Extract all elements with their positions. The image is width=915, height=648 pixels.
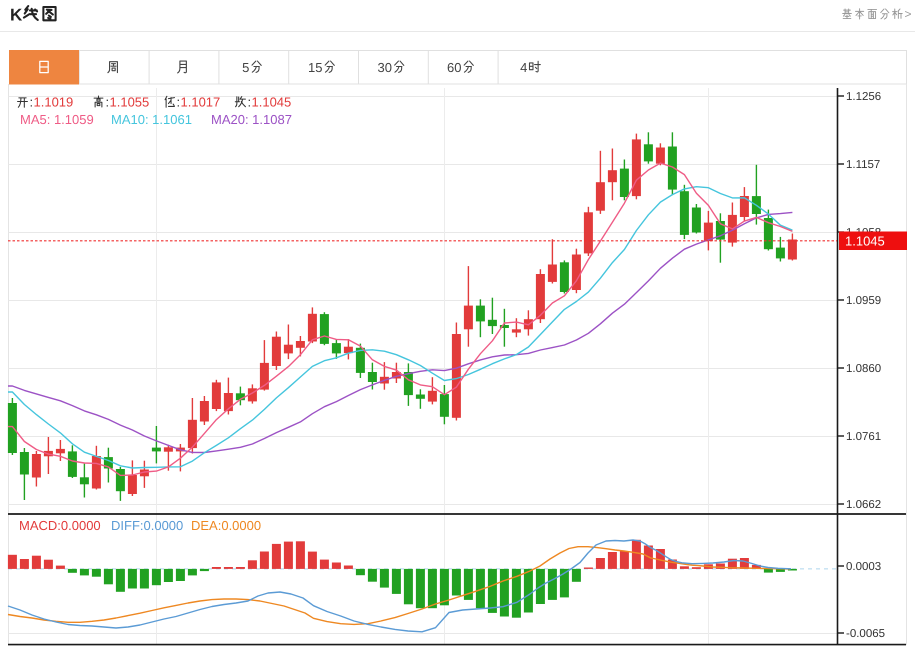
svg-text::: : bbox=[177, 95, 181, 110]
svg-text:1.0761: 1.0761 bbox=[846, 431, 881, 443]
svg-text:0.0003: 0.0003 bbox=[846, 561, 881, 573]
svg-text:DIFF:0.0000: DIFF:0.0000 bbox=[111, 518, 183, 533]
svg-text:MA20: 1.1087: MA20: 1.1087 bbox=[211, 112, 292, 127]
svg-text:4: 4 bbox=[520, 60, 527, 75]
svg-text:1.0860: 1.0860 bbox=[846, 363, 881, 375]
svg-text:1.0662: 1.0662 bbox=[846, 499, 881, 511]
svg-text:K: K bbox=[10, 6, 23, 25]
svg-text::: : bbox=[248, 95, 252, 110]
svg-text:>: > bbox=[905, 7, 912, 21]
svg-text:60: 60 bbox=[447, 60, 461, 75]
svg-text:1.1017: 1.1017 bbox=[181, 95, 221, 110]
svg-text:1.1045: 1.1045 bbox=[845, 234, 885, 249]
svg-text:MA10: 1.1061: MA10: 1.1061 bbox=[111, 112, 192, 127]
svg-text:MACD:0.0000: MACD:0.0000 bbox=[19, 518, 101, 533]
svg-text:MA5: 1.1059: MA5: 1.1059 bbox=[20, 112, 94, 127]
svg-text:DEA:0.0000: DEA:0.0000 bbox=[191, 518, 261, 533]
svg-text:1.1157: 1.1157 bbox=[846, 159, 880, 171]
svg-text:30: 30 bbox=[378, 60, 392, 75]
svg-text:1.1055: 1.1055 bbox=[110, 95, 150, 110]
svg-text::: : bbox=[30, 95, 34, 110]
svg-text:15: 15 bbox=[308, 60, 322, 75]
svg-text:1.1256: 1.1256 bbox=[846, 91, 881, 103]
svg-text:1.1019: 1.1019 bbox=[34, 95, 74, 110]
svg-text:1.1045: 1.1045 bbox=[252, 95, 292, 110]
svg-text:1.0959: 1.0959 bbox=[846, 295, 881, 307]
svg-text:5: 5 bbox=[242, 60, 249, 75]
svg-text:-0.0065: -0.0065 bbox=[846, 628, 885, 640]
svg-text::: : bbox=[106, 95, 110, 110]
